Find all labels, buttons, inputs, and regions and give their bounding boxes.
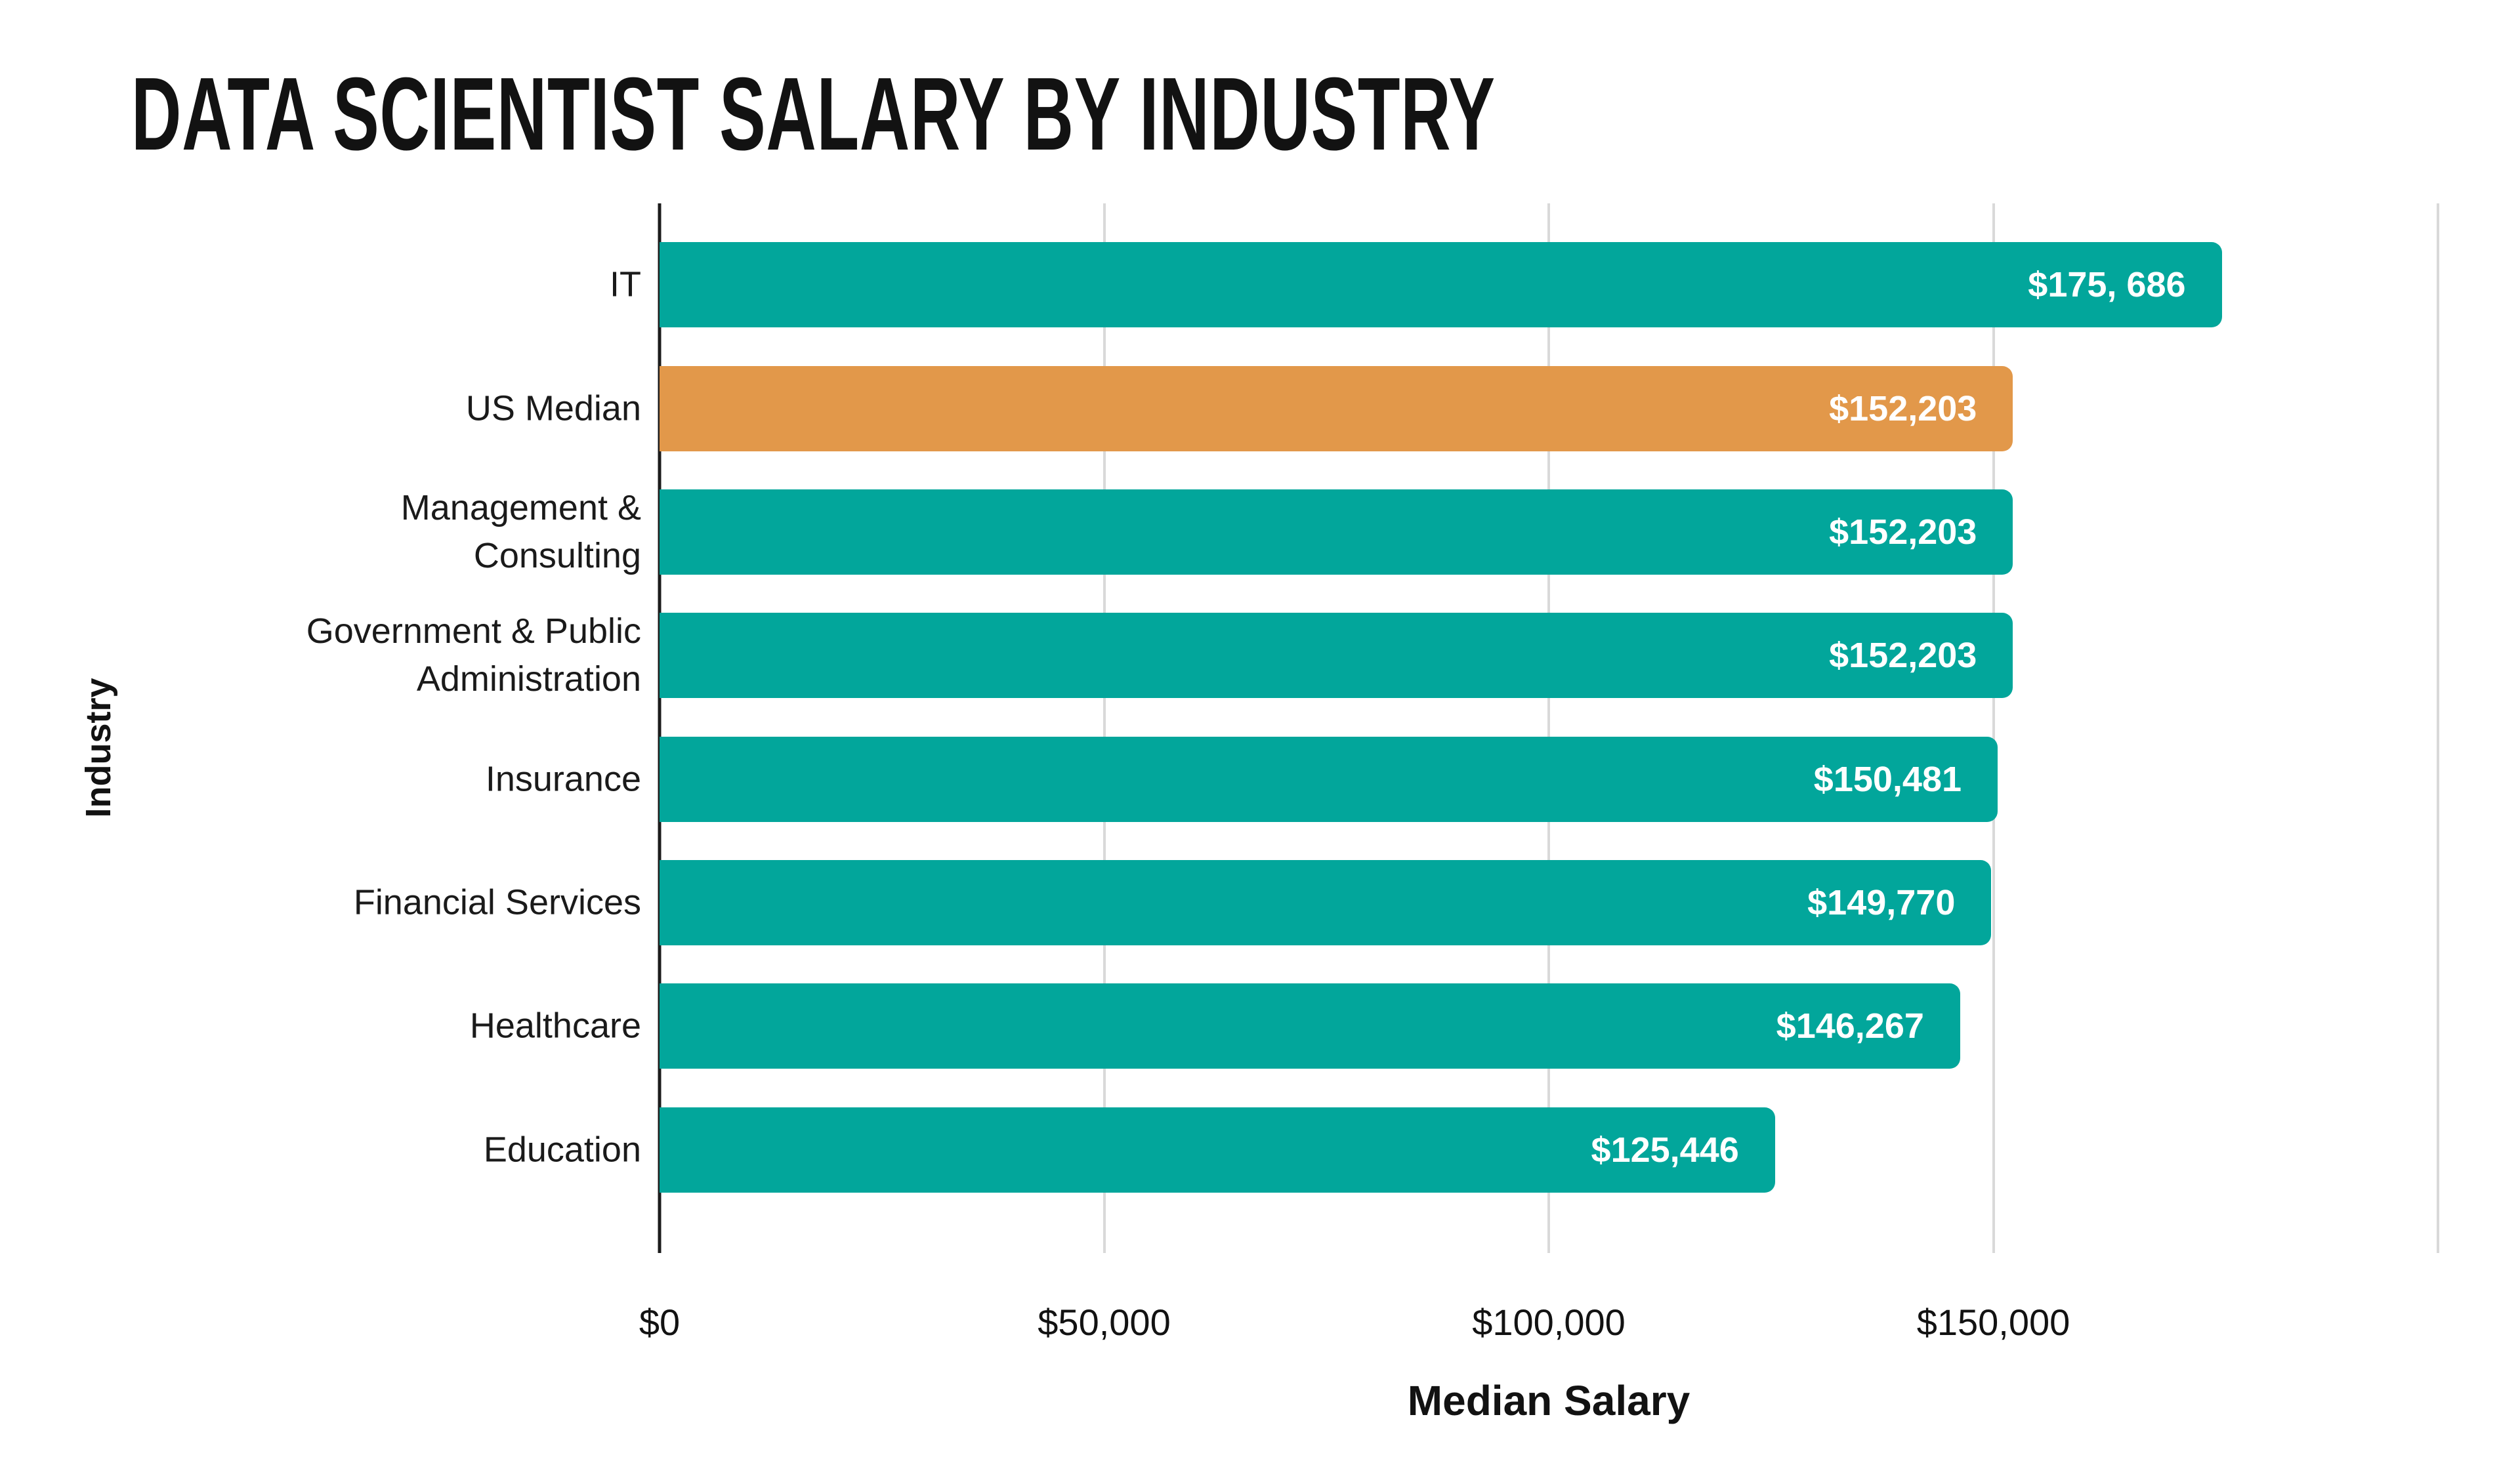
category-label: Education (483, 1130, 641, 1170)
bar-rows: IT $175, 686 US Median $152,203 Management &… (306, 223, 2438, 1212)
x-tick-label: $50,000 (1038, 1302, 1171, 1343)
chart-title: DATA SCIENTIST SALARY BY INDUSTRY (131, 56, 1496, 172)
bar-value-label: $152,203 (1829, 512, 1977, 552)
gridline (1992, 203, 1995, 1253)
category-label: Management & Consulting (400, 488, 641, 575)
bar-row: US Median $152,203 (466, 346, 2438, 470)
x-tick-label: $0 (639, 1302, 681, 1343)
bar: $152,203 (660, 365, 2013, 451)
bar-value-label: $146,267 (1776, 1006, 1924, 1046)
category-label: Government & Public Administration (306, 611, 641, 699)
gridlines (658, 203, 2439, 1253)
category-label: Financial Services (353, 882, 641, 922)
y-axis-line (658, 203, 662, 1253)
x-tick-label: $100,000 (1472, 1302, 1626, 1343)
category-label: US Median (465, 388, 641, 428)
bar: $149,770 (660, 860, 1992, 946)
x-tick-label: $150,000 (1916, 1302, 2070, 1343)
y-axis-label: Industry (79, 678, 118, 818)
bar-value-label: $152,203 (1829, 636, 1977, 676)
bar: $150,481 (660, 736, 1998, 822)
bar-value-label: $152,203 (1829, 388, 1977, 428)
bar: $152,203 (660, 613, 2013, 699)
bar-row: Healthcare $146,267 (470, 964, 2438, 1088)
bar: $146,267 (660, 983, 1960, 1069)
bar-row: Government & Public Administration $152,2… (306, 594, 2438, 717)
bar-row: Management & Consulting $152,203 (401, 470, 2438, 594)
bar-value-label: $150,481 (1813, 759, 1962, 799)
gridline (2437, 203, 2439, 1253)
bar-value-label: $149,770 (1807, 883, 1956, 923)
plot-area: IT $175, 686 US Median $152,203 Management &… (306, 203, 2439, 1253)
bar: $125,446 (660, 1107, 1775, 1193)
category-label: Healthcare (469, 1006, 641, 1046)
x-axis-label: Median Salary (1407, 1377, 1690, 1424)
bar-row: Education $125,446 (484, 1088, 2438, 1212)
gridline (1102, 203, 1106, 1253)
x-axis-ticks: $0 $50,000 $100,000 $150,000 (639, 1301, 2438, 1353)
category-label: Insurance (485, 759, 641, 799)
bar-row: IT $175, 686 (610, 223, 2438, 346)
bar: $175, 686 (660, 242, 2222, 328)
gridline (1547, 203, 1550, 1253)
bar-row: Insurance $150,481 (486, 718, 2438, 841)
bar-value-label: $125,446 (1591, 1130, 1739, 1170)
category-label: IT (610, 264, 641, 304)
bar: $152,203 (660, 489, 2013, 575)
bar-row: Financial Services $149,770 (354, 841, 2438, 964)
bar-value-label: $175, 686 (2028, 265, 2186, 305)
